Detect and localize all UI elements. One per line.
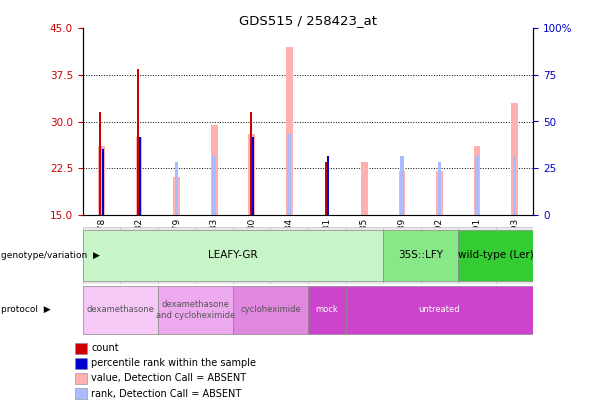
Bar (196, 227, 233, 284)
Bar (474, 146, 481, 215)
Bar (120, 227, 158, 284)
Bar (233, 227, 270, 284)
Bar (383, 227, 421, 284)
Text: protocol  ▶: protocol ▶ (1, 305, 51, 314)
Text: 35S::LFY: 35S::LFY (398, 250, 443, 260)
Text: value, Detection Call = ABSENT: value, Detection Call = ABSENT (91, 373, 246, 384)
Bar (137, 69, 139, 215)
Bar (511, 103, 518, 215)
Bar (438, 162, 441, 215)
Bar (421, 227, 458, 284)
Bar (139, 137, 141, 215)
Bar (173, 177, 180, 215)
Bar (75, 373, 86, 384)
Bar (249, 112, 251, 215)
Text: mock: mock (316, 305, 338, 314)
Text: count: count (91, 343, 119, 353)
Bar (383, 230, 458, 281)
Bar (458, 230, 533, 281)
Bar (211, 125, 218, 215)
Bar (325, 162, 327, 215)
Bar (75, 343, 86, 354)
Bar (212, 156, 216, 215)
Bar (102, 149, 104, 215)
Bar (458, 227, 496, 284)
Bar (496, 227, 533, 284)
Bar (248, 134, 255, 215)
Text: rank, Detection Call = ABSENT: rank, Detection Call = ABSENT (91, 389, 242, 399)
Title: GDS515 / 258423_at: GDS515 / 258423_at (239, 14, 377, 27)
Text: dexamethasone
and cycloheximide: dexamethasone and cycloheximide (156, 300, 235, 320)
Bar (233, 286, 308, 334)
Bar (158, 227, 196, 284)
Text: cycloheximide: cycloheximide (240, 305, 301, 314)
Bar (346, 227, 383, 284)
Bar (83, 230, 383, 281)
Bar (135, 137, 142, 215)
Bar (475, 156, 479, 215)
Text: wild-type (Ler): wild-type (Ler) (458, 250, 534, 260)
Bar (398, 171, 405, 215)
Bar (75, 388, 86, 399)
Bar (98, 146, 105, 215)
Bar (270, 227, 308, 284)
Text: LEAFY-GR: LEAFY-GR (208, 250, 257, 260)
Bar (346, 286, 533, 334)
Bar (512, 156, 516, 215)
Bar (175, 162, 178, 215)
Bar (287, 134, 291, 215)
Bar (308, 286, 346, 334)
Bar (75, 358, 86, 369)
Bar (436, 171, 443, 215)
Bar (83, 286, 158, 334)
Text: genotype/variation  ▶: genotype/variation ▶ (1, 251, 100, 260)
Bar (252, 137, 254, 215)
Text: dexamethasone: dexamethasone (86, 305, 154, 314)
Bar (400, 156, 404, 215)
Text: untreated: untreated (419, 305, 460, 314)
Bar (99, 112, 101, 215)
Bar (286, 47, 292, 215)
Bar (308, 227, 346, 284)
Bar (327, 156, 329, 215)
Bar (83, 227, 120, 284)
Bar (361, 162, 368, 215)
Text: percentile rank within the sample: percentile rank within the sample (91, 358, 256, 368)
Bar (158, 286, 233, 334)
